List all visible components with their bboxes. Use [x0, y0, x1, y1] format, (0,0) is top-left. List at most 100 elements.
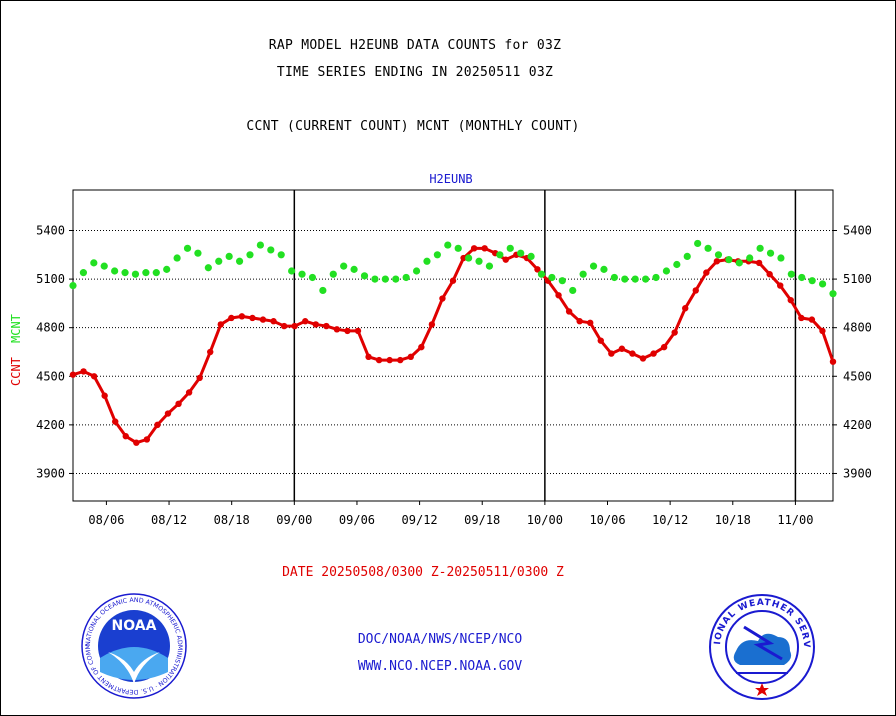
- point-mcnt-27: [350, 265, 358, 273]
- point-ccnt-48: [576, 318, 583, 325]
- point-mcnt-65: [746, 254, 754, 262]
- point-ccnt-70: [808, 316, 816, 323]
- point-ccnt-55: [650, 350, 657, 357]
- point-ccnt-7: [143, 436, 151, 443]
- point-mcnt-55: [642, 275, 650, 283]
- point-ccnt-22: [302, 318, 309, 325]
- point-ccnt-50: [597, 337, 604, 344]
- point-mcnt-59: [683, 252, 691, 261]
- point-mcnt-20: [277, 251, 285, 259]
- point-ccnt-37: [460, 254, 467, 262]
- point-mcnt-47: [558, 277, 566, 285]
- point-ccnt-71: [819, 327, 826, 335]
- point-ccnt-28: [365, 353, 372, 361]
- point-mcnt-5: [121, 269, 129, 277]
- point-mcnt-24: [319, 286, 327, 295]
- point-mcnt-35: [433, 251, 441, 259]
- point-mcnt-28: [360, 272, 369, 280]
- point-ccnt-4: [112, 418, 119, 425]
- point-mcnt-4: [111, 267, 119, 275]
- x-tick-label-8: 10/06: [589, 513, 625, 527]
- point-mcnt-69: [787, 270, 795, 278]
- point-mcnt-3: [100, 262, 108, 270]
- chart-title-line2: TIME SERIES ENDING IN 20250511 03Z: [276, 65, 554, 80]
- point-mcnt-7: [142, 269, 150, 277]
- y-axis-label-ccnt: CCNT: [9, 357, 23, 386]
- point-ccnt-9: [164, 410, 172, 417]
- point-ccnt-10: [175, 400, 182, 408]
- point-mcnt-30: [381, 275, 389, 283]
- point-mcnt-8: [152, 269, 160, 277]
- point-mcnt-10: [173, 254, 181, 262]
- point-mcnt-63: [725, 256, 733, 264]
- point-ccnt-16: [238, 313, 246, 320]
- point-mcnt-61: [704, 244, 712, 252]
- point-ccnt-20: [280, 322, 288, 330]
- point-ccnt-72: [829, 358, 837, 365]
- point-ccnt-47: [565, 308, 573, 315]
- point-mcnt-66: [756, 244, 764, 252]
- point-mcnt-72: [818, 280, 827, 288]
- point-ccnt-54: [639, 355, 647, 362]
- point-mcnt-15: [225, 252, 233, 261]
- point-mcnt-51: [600, 265, 608, 273]
- x-tick-label-7: 10/00: [527, 513, 563, 527]
- point-mcnt-26: [340, 262, 348, 270]
- x-tick-label-11: 11/00: [777, 513, 813, 527]
- point-ccnt-18: [259, 316, 267, 323]
- y-tick-left-4200: 4200: [36, 418, 65, 432]
- point-ccnt-26: [344, 327, 351, 335]
- point-ccnt-68: [787, 296, 794, 304]
- point-ccnt-1: [80, 368, 87, 375]
- point-ccnt-58: [682, 305, 689, 312]
- noaa-logo-icon: NOAA NATIONAL OCEANIC AND ATMOSPHERIC AD…: [80, 592, 187, 699]
- y-tick-right-4200: 4200: [843, 418, 872, 432]
- point-mcnt-60: [694, 239, 702, 248]
- point-mcnt-40: [485, 262, 494, 270]
- y-axis-label-mcnt: MCNT: [9, 314, 23, 343]
- point-mcnt-58: [673, 260, 681, 269]
- point-ccnt-6: [133, 439, 140, 446]
- point-ccnt-30: [386, 356, 393, 364]
- point-mcnt-48: [569, 286, 577, 295]
- point-ccnt-21: [291, 322, 298, 330]
- point-ccnt-35: [439, 295, 446, 302]
- point-mcnt-23: [308, 273, 317, 282]
- chart-title-line3: CCNT (CURRENT COUNT) MCNT (MONTHLY COUNT…: [246, 119, 580, 134]
- point-mcnt-38: [465, 254, 473, 262]
- nws-logo-icon: NATIONAL WEATHER SERVICE: [708, 593, 815, 700]
- point-ccnt-25: [333, 326, 341, 333]
- point-ccnt-66: [766, 271, 773, 278]
- y-tick-right-5100: 5100: [843, 272, 872, 286]
- point-ccnt-19: [270, 318, 277, 325]
- website-link[interactable]: WWW.NCO.NCEP.NOAA.GOV: [357, 659, 523, 674]
- point-mcnt-2: [90, 259, 98, 267]
- point-mcnt-12: [194, 249, 202, 257]
- point-ccnt-2: [90, 373, 98, 380]
- point-mcnt-73: [829, 290, 837, 298]
- x-tick-label-5: 09/12: [402, 513, 438, 527]
- point-mcnt-57: [662, 267, 671, 275]
- point-mcnt-9: [163, 265, 171, 273]
- point-mcnt-64: [735, 259, 743, 267]
- point-ccnt-65: [755, 259, 763, 267]
- point-ccnt-56: [660, 343, 668, 351]
- y-tick-right-4800: 4800: [843, 321, 872, 335]
- point-ccnt-52: [618, 345, 626, 352]
- point-mcnt-70: [798, 273, 806, 282]
- series-line-ccnt: [72, 246, 835, 445]
- y-tick-left-5100: 5100: [36, 272, 65, 286]
- point-mcnt-21: [288, 267, 296, 275]
- point-ccnt-13: [207, 348, 214, 356]
- point-ccnt-12: [196, 374, 203, 382]
- point-mcnt-29: [371, 275, 379, 283]
- chart-subtitle: H2EUNB: [429, 172, 472, 186]
- point-mcnt-39: [475, 257, 483, 265]
- x-tick-label-4: 09/06: [339, 513, 375, 527]
- point-mcnt-43: [517, 249, 525, 257]
- point-ccnt-34: [428, 321, 436, 328]
- point-mcnt-37: [454, 244, 462, 252]
- point-mcnt-68: [777, 254, 785, 262]
- point-ccnt-51: [608, 350, 615, 357]
- x-tick-label-1: 08/12: [151, 513, 187, 527]
